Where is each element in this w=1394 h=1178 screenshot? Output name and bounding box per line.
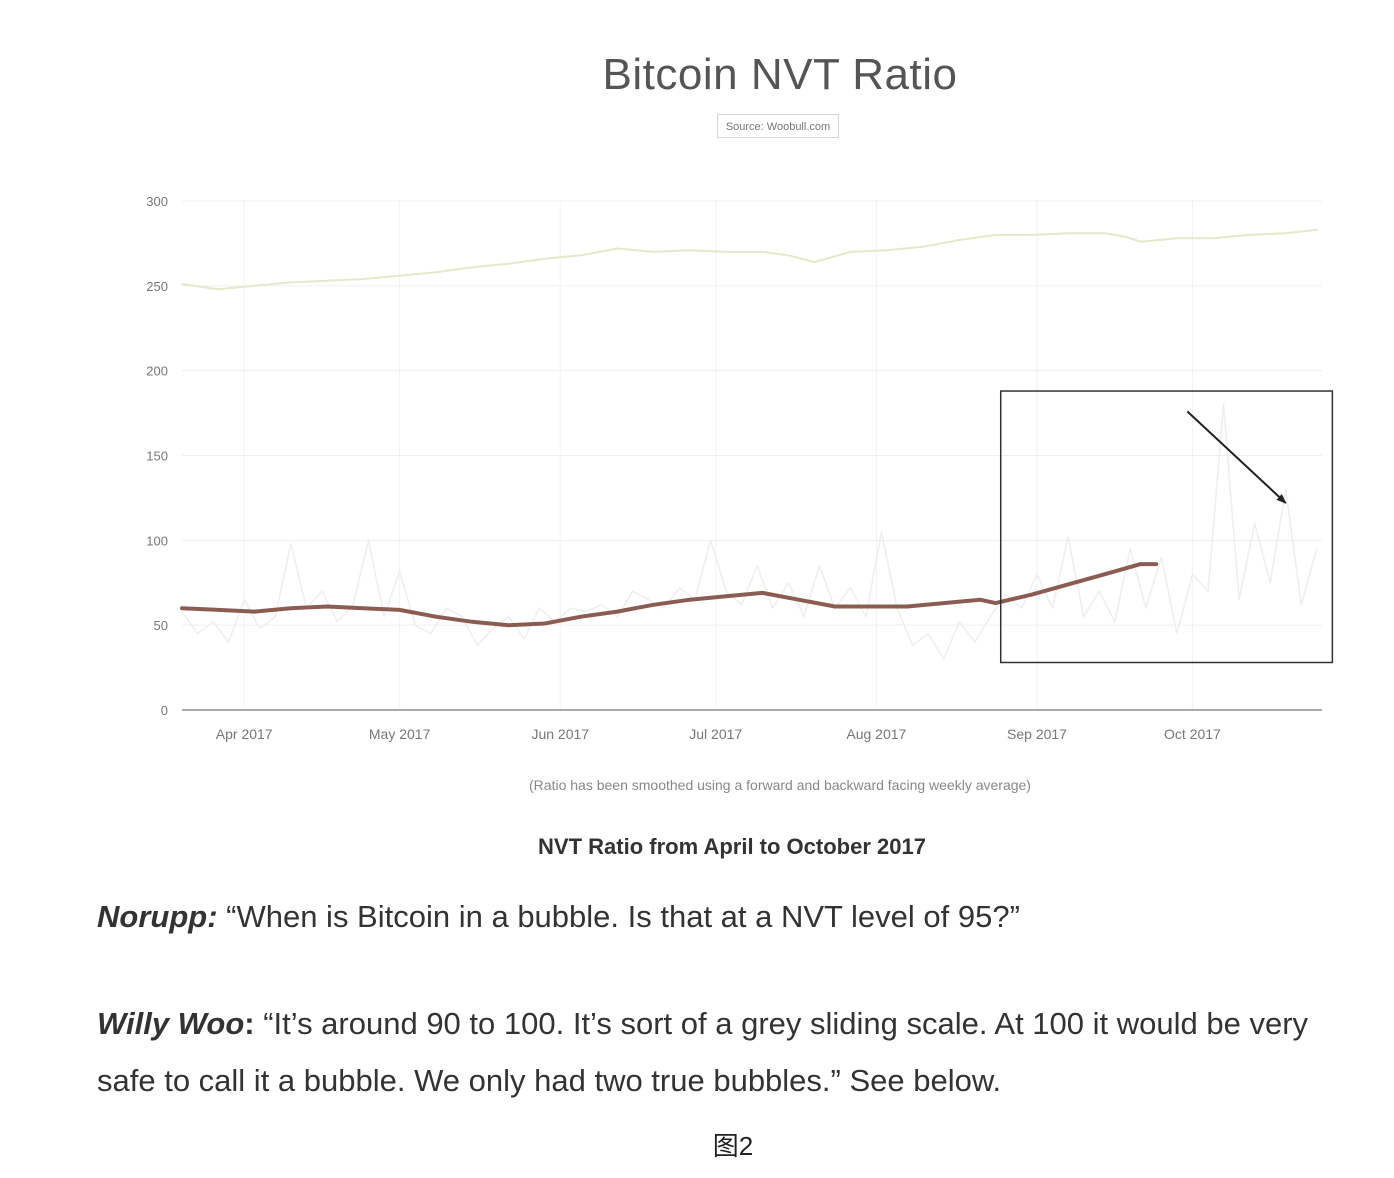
x-tick-label: Oct 2017 xyxy=(1164,726,1221,742)
x-tick-label: Sep 2017 xyxy=(1007,726,1067,742)
y-tick-label: 100 xyxy=(146,533,168,548)
series-line-2 xyxy=(180,562,1159,628)
chart-title: Bitcoin NVT Ratio xyxy=(602,50,958,99)
series-layer xyxy=(180,228,1318,660)
chart-svg: 0 50 100 150 200 250 300 Apr 2017 May 2017 Jun 20… xyxy=(146,194,1334,793)
x-tick-label: Jun 2017 xyxy=(531,726,589,742)
norupp-quote: “When is Bitcoin in a bubble. Is that at… xyxy=(217,899,1020,934)
nvt-chart-figure: Bitcoin NVT Ratio Source: Woobull.com 0 5… xyxy=(146,50,1334,793)
x-tick-label: Jul 2017 xyxy=(689,726,742,742)
trend-arrow xyxy=(1186,410,1287,504)
paragraph-norupp: Norupp: “When is Bitcoin in a bubble. Is… xyxy=(97,888,1327,945)
y-tick-label: 300 xyxy=(146,194,168,209)
y-tick-label: 200 xyxy=(146,364,168,379)
speaker-norupp: Norupp: xyxy=(97,899,218,934)
grid-layer xyxy=(182,200,1322,710)
series-line-1 xyxy=(181,403,1318,660)
willy-woo-quote: “It’s around 90 to 100. It’s sort of a g… xyxy=(97,1006,1309,1098)
y-tick-label: 150 xyxy=(146,449,168,464)
x-tick-label: May 2017 xyxy=(369,726,431,742)
highlight-box xyxy=(999,390,1334,664)
y-tick-label: 250 xyxy=(146,279,168,294)
source-box: Source: Woobull.com xyxy=(717,114,839,138)
figure-label: 图2 xyxy=(712,1131,754,1161)
axis-layer: 0 50 100 150 200 250 300 Apr 2017 May 2017 Jun 20… xyxy=(146,194,1322,742)
x-tick-label: Apr 2017 xyxy=(216,726,273,742)
chart-footnote: (Ratio has been smoothed using a forward… xyxy=(529,777,1031,793)
y-tick-label: 50 xyxy=(154,618,168,633)
chart-caption: NVT Ratio from April to October 2017 xyxy=(538,834,926,859)
speaker-willy-woo: Willy Woo xyxy=(97,1006,245,1041)
speaker-colon: : xyxy=(244,1006,255,1041)
annotation-layer xyxy=(999,390,1334,664)
paragraph-willy-woo: Willy Woo: “It’s around 90 to 100. It’s … xyxy=(97,995,1327,1109)
x-tick-label: Aug 2017 xyxy=(846,726,906,742)
series-line-0 xyxy=(181,228,1318,291)
y-tick-label: 0 xyxy=(161,703,168,718)
